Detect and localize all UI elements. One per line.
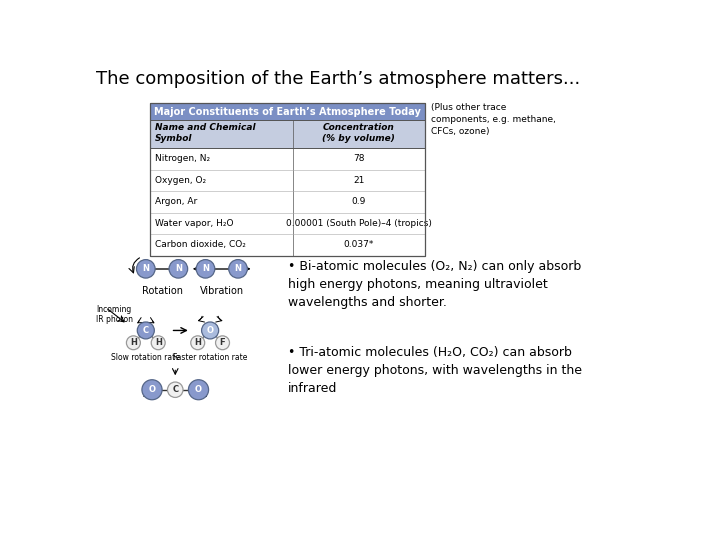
- Circle shape: [137, 260, 155, 278]
- Text: The composition of the Earth’s atmosphere matters...: The composition of the Earth’s atmospher…: [96, 70, 580, 88]
- Circle shape: [196, 260, 215, 278]
- Text: 0.00001 (South Pole)–4 (tropics): 0.00001 (South Pole)–4 (tropics): [286, 219, 432, 228]
- Text: H: H: [155, 338, 161, 347]
- Text: Nitrogen, N₂: Nitrogen, N₂: [155, 154, 210, 163]
- Text: 21: 21: [354, 176, 364, 185]
- Text: N: N: [235, 265, 241, 273]
- Text: N: N: [202, 265, 209, 273]
- Bar: [150, 103, 425, 256]
- Text: • Bi-atomic molecules (O₂, N₂) can only absorb
high energy photons, meaning ultr: • Bi-atomic molecules (O₂, N₂) can only …: [287, 260, 581, 309]
- Bar: [150, 120, 425, 148]
- Text: Name and Chemical
Symbol: Name and Chemical Symbol: [155, 123, 256, 144]
- Text: O: O: [207, 326, 214, 335]
- Text: (Plus other trace
components, e.g. methane,
CFCs, ozone): (Plus other trace components, e.g. metha…: [431, 103, 556, 136]
- Circle shape: [127, 336, 140, 350]
- Text: Oxygen, O₂: Oxygen, O₂: [155, 176, 206, 185]
- Text: Incoming
IR photon: Incoming IR photon: [96, 305, 133, 325]
- Text: H: H: [194, 338, 201, 347]
- Text: Slow rotation rate: Slow rotation rate: [112, 353, 180, 362]
- Bar: [150, 148, 425, 256]
- Text: F: F: [220, 338, 225, 347]
- Bar: [150, 103, 425, 120]
- Text: Argon, Ar: Argon, Ar: [155, 197, 197, 206]
- Circle shape: [169, 260, 188, 278]
- Text: O: O: [195, 385, 202, 394]
- Circle shape: [215, 336, 230, 350]
- Circle shape: [202, 322, 219, 339]
- Circle shape: [191, 336, 204, 350]
- Text: C: C: [143, 326, 149, 335]
- Text: H: H: [130, 338, 137, 347]
- Circle shape: [189, 380, 209, 400]
- Text: Rotation: Rotation: [142, 286, 183, 296]
- Text: • Tri-atomic molecules (H₂O, CO₂) can absorb
lower energy photons, with waveleng: • Tri-atomic molecules (H₂O, CO₂) can ab…: [287, 346, 582, 395]
- Circle shape: [229, 260, 248, 278]
- Text: Vibration: Vibration: [199, 286, 244, 296]
- Text: C: C: [172, 385, 179, 394]
- Text: Faster rotation rate: Faster rotation rate: [173, 353, 247, 362]
- Text: 78: 78: [354, 154, 364, 163]
- Text: Water vapor, H₂O: Water vapor, H₂O: [155, 219, 233, 228]
- Text: 0.037*: 0.037*: [343, 240, 374, 249]
- Text: Concentration
(% by volume): Concentration (% by volume): [323, 123, 395, 144]
- Text: N: N: [175, 265, 182, 273]
- Circle shape: [138, 322, 154, 339]
- Text: N: N: [143, 265, 149, 273]
- Circle shape: [142, 380, 162, 400]
- Text: Carbon dioxide, CO₂: Carbon dioxide, CO₂: [155, 240, 246, 249]
- Text: Major Constituents of Earth’s Atmosphere Today: Major Constituents of Earth’s Atmosphere…: [154, 107, 421, 117]
- Circle shape: [168, 382, 183, 397]
- Text: O: O: [148, 385, 156, 394]
- Text: 0.9: 0.9: [352, 197, 366, 206]
- Circle shape: [151, 336, 165, 350]
